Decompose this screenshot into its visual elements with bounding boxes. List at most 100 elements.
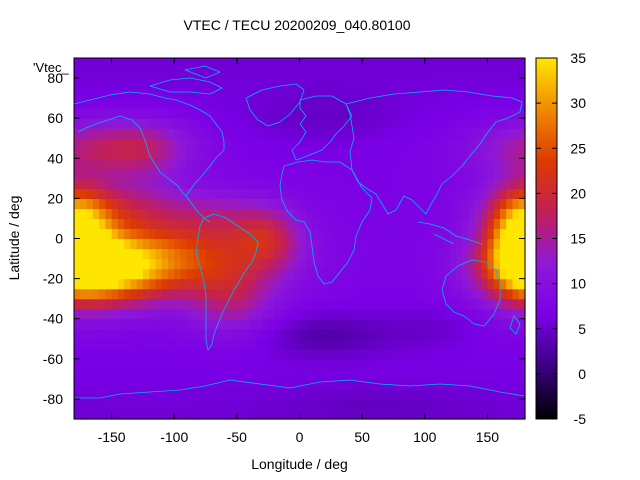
heatmap-cell xyxy=(255,128,263,139)
heatmap-cell xyxy=(186,208,194,220)
heatmap-cell xyxy=(293,128,301,139)
heatmap-cell xyxy=(199,228,207,240)
heatmap-cell xyxy=(355,368,363,380)
heatmap-cell xyxy=(468,68,476,79)
heatmap-cell xyxy=(136,258,144,270)
heatmap-cell xyxy=(468,168,476,179)
heatmap-cell xyxy=(330,208,338,220)
heatmap-cell xyxy=(518,308,526,320)
heatmap-cell xyxy=(130,218,138,230)
heatmap-cell xyxy=(443,408,451,420)
heatmap-cell xyxy=(86,168,94,179)
heatmap-cell xyxy=(161,218,169,230)
heatmap-cell xyxy=(218,168,225,179)
heatmap-cell xyxy=(393,228,401,240)
heatmap-cell xyxy=(243,358,250,370)
heatmap-cell xyxy=(142,198,150,210)
heatmap-cell xyxy=(236,388,244,400)
heatmap-cell xyxy=(243,218,250,230)
heatmap-cell xyxy=(518,168,526,179)
heatmap-cell xyxy=(286,98,294,109)
heatmap-cell xyxy=(186,118,194,129)
heatmap-cell xyxy=(462,168,470,179)
heatmap-cell xyxy=(136,328,144,340)
heatmap-cell xyxy=(355,408,363,420)
heatmap-cell xyxy=(249,168,257,179)
heatmap-cell xyxy=(186,318,194,330)
heatmap-cell xyxy=(424,148,432,159)
heatmap-cell xyxy=(506,118,514,129)
heatmap-cell xyxy=(136,128,144,139)
heatmap-cell xyxy=(312,78,319,89)
heatmap-cell xyxy=(481,128,489,139)
heatmap-cell xyxy=(368,118,376,129)
heatmap-cell xyxy=(481,58,489,69)
heatmap-cell xyxy=(512,308,520,320)
heatmap-cell xyxy=(180,148,188,159)
heatmap-cell xyxy=(506,58,514,69)
heatmap-cell xyxy=(493,228,501,240)
heatmap-cell xyxy=(130,168,138,179)
heatmap-cell xyxy=(324,108,332,119)
heatmap-cell xyxy=(474,148,482,159)
heatmap-cell xyxy=(136,348,144,360)
heatmap-cell xyxy=(199,98,207,109)
y-tick-label: 80 xyxy=(47,70,63,86)
heatmap-cell xyxy=(249,208,257,220)
heatmap-cell xyxy=(280,408,288,420)
heatmap-cell xyxy=(481,368,489,380)
heatmap-cell xyxy=(136,288,144,300)
heatmap-cell xyxy=(343,278,351,290)
heatmap-cell xyxy=(236,408,244,420)
heatmap-cell xyxy=(506,128,514,139)
heatmap-cell xyxy=(312,298,319,310)
heatmap-cell xyxy=(487,268,495,280)
heatmap-cell xyxy=(136,208,144,220)
heatmap-cell xyxy=(380,58,388,69)
heatmap-cell xyxy=(268,108,276,119)
heatmap-cell xyxy=(274,158,282,169)
heatmap-cell xyxy=(249,188,257,199)
heatmap-cell xyxy=(174,238,182,250)
heatmap-cell xyxy=(205,308,213,320)
heatmap-cell xyxy=(449,338,457,350)
heatmap-cell xyxy=(174,348,182,360)
heatmap-cell xyxy=(462,78,470,89)
heatmap-cell xyxy=(518,178,526,189)
heatmap-cell xyxy=(142,238,150,250)
heatmap-cell xyxy=(343,108,351,119)
heatmap-cell xyxy=(412,308,420,320)
heatmap-cell xyxy=(243,198,250,210)
heatmap-cell xyxy=(243,188,250,199)
heatmap-cell xyxy=(155,288,163,300)
heatmap-cell xyxy=(293,408,301,420)
heatmap-cell xyxy=(92,208,100,220)
heatmap-cell xyxy=(405,198,413,210)
heatmap-cell xyxy=(80,398,88,410)
heatmap-cell xyxy=(305,328,313,340)
heatmap-cell xyxy=(74,368,81,380)
heatmap-cell xyxy=(424,398,432,410)
heatmap-cell xyxy=(456,258,463,270)
heatmap-cell xyxy=(349,388,357,400)
heatmap-cell xyxy=(462,318,470,330)
heatmap-cell xyxy=(86,338,94,350)
heatmap-cell xyxy=(362,118,369,129)
heatmap-cell xyxy=(261,168,269,179)
heatmap-cell xyxy=(481,278,489,290)
heatmap-cell xyxy=(167,148,175,159)
heatmap-cell xyxy=(343,148,351,159)
heatmap-cell xyxy=(99,148,106,159)
heatmap-cell xyxy=(474,228,482,240)
heatmap-cell xyxy=(274,338,282,350)
heatmap-cell xyxy=(343,288,351,300)
heatmap-cell xyxy=(261,358,269,370)
heatmap-cell xyxy=(299,108,307,119)
heatmap-cell xyxy=(80,338,88,350)
heatmap-cell xyxy=(211,388,219,400)
heatmap-cell xyxy=(111,148,119,159)
heatmap-cell xyxy=(149,208,157,220)
heatmap-cell xyxy=(499,108,507,119)
heatmap-cell xyxy=(218,68,225,79)
heatmap-cell xyxy=(193,268,200,280)
